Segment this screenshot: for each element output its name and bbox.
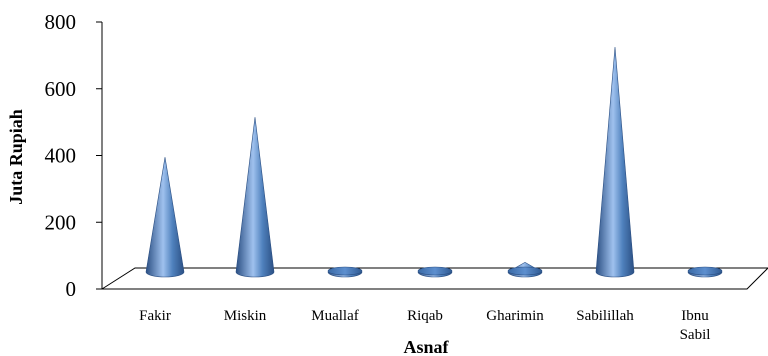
x-axis-title: Asnaf bbox=[403, 337, 449, 356]
y-tick-label: 800 bbox=[45, 10, 77, 34]
y-tick-label: 600 bbox=[45, 77, 77, 101]
y-tick-label: 200 bbox=[45, 210, 77, 234]
cone-bar bbox=[417, 266, 453, 278]
x-tick-label: Sabilillah bbox=[576, 308, 634, 324]
cone-body bbox=[595, 47, 635, 278]
cone-base bbox=[507, 266, 543, 276]
cone-bar bbox=[145, 157, 185, 278]
x-tick-labels: Fakir Miskin Muallaf Riqab Gharimin Sabililla… bbox=[139, 308, 710, 343]
cone-bar bbox=[507, 261, 543, 278]
cone-bar bbox=[595, 47, 635, 278]
y-tick-label: 0 bbox=[66, 277, 77, 301]
y-axis-title: Juta Rupiah bbox=[6, 109, 26, 205]
x-tick-label: Muallaf bbox=[311, 308, 358, 324]
cone-base bbox=[327, 266, 363, 276]
cone-base bbox=[687, 266, 723, 276]
cone-base bbox=[417, 266, 453, 276]
x-tick-label: Ibnu Sabil bbox=[680, 308, 711, 343]
axes: 0 200 400 600 800 bbox=[45, 10, 768, 301]
cone-bar bbox=[687, 266, 723, 278]
y-tick-label: 400 bbox=[45, 144, 77, 168]
x-tick-label: Riqab bbox=[407, 308, 443, 324]
x-tick-label: Miskin bbox=[224, 308, 267, 324]
cone-body bbox=[235, 117, 275, 278]
chart-floor bbox=[100, 267, 768, 290]
cone-bar bbox=[235, 117, 275, 278]
cone-bar bbox=[327, 266, 363, 278]
x-tick-label: Fakir bbox=[139, 308, 171, 324]
y-ticks: 0 200 400 600 800 bbox=[45, 10, 102, 301]
cone-body bbox=[145, 157, 185, 278]
x-tick-label: Gharimin bbox=[486, 308, 544, 324]
data-cones bbox=[145, 47, 723, 278]
